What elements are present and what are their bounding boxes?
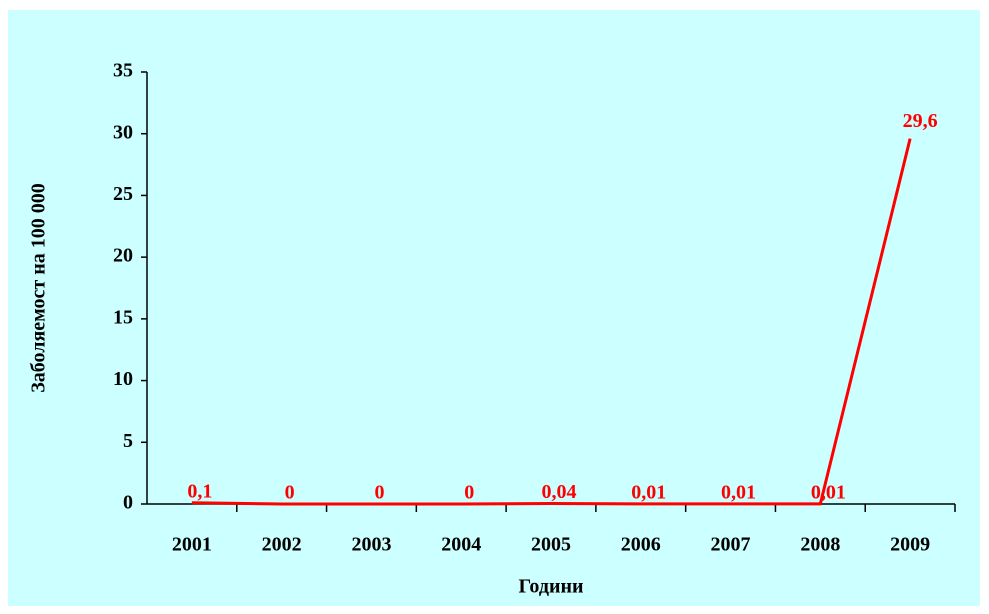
data-label: 0,1 — [187, 480, 212, 502]
x-tick-label: 2005 — [531, 534, 571, 556]
y-tick-label: 5 — [123, 430, 133, 452]
x-tick-label: 2007 — [711, 534, 751, 556]
chart-background — [8, 10, 980, 606]
data-label: 0,01 — [631, 481, 666, 503]
y-tick-label: 30 — [113, 121, 133, 143]
data-label: 0 — [464, 482, 474, 504]
x-axis-label: Години — [518, 576, 583, 598]
x-tick-label: 2001 — [172, 534, 212, 556]
y-tick-label: 10 — [113, 368, 133, 390]
y-tick-label: 0 — [123, 492, 133, 514]
data-label: 29,6 — [903, 110, 938, 132]
y-tick-label: 25 — [113, 183, 133, 205]
x-tick-label: 2002 — [262, 534, 302, 556]
x-tick-label: 2003 — [351, 534, 391, 556]
x-tick-label: 2009 — [890, 534, 930, 556]
y-tick-label: 20 — [113, 245, 133, 267]
data-label: 0 — [374, 482, 384, 504]
y-tick-label: 15 — [113, 306, 133, 328]
y-tick-label: 35 — [113, 60, 133, 82]
data-label: 0 — [285, 482, 295, 504]
line — [191, 138, 912, 506]
data-label: 0,01 — [811, 481, 846, 503]
data-label: 0,01 — [721, 481, 756, 503]
data-label: 0,04 — [542, 481, 577, 503]
x-tick-label: 2008 — [800, 534, 840, 556]
x-tick-label: 2006 — [621, 534, 661, 556]
x-tick-label: 2004 — [441, 534, 481, 556]
y-axis-label: Заболяемост на 100 000 — [28, 183, 50, 393]
